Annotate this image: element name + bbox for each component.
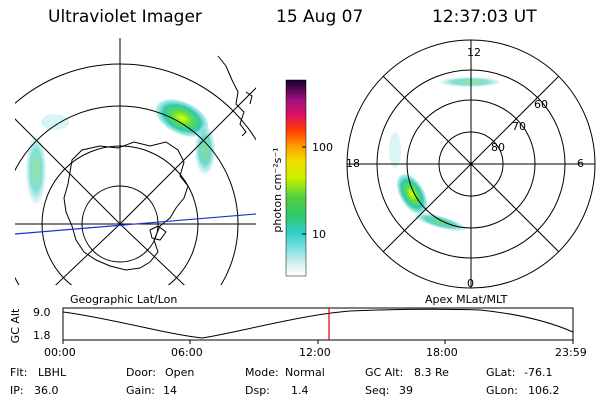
- altitude-curve: [62, 308, 574, 339]
- mlt-line: [382, 75, 560, 253]
- geographic-map: [15, 38, 256, 285]
- altitude-xtick: 12:00: [299, 346, 331, 359]
- coastline: [63, 141, 189, 271]
- aurora-emission-region: [195, 126, 215, 174]
- glon-label: GLon:: [486, 384, 518, 397]
- aurora-emission-region: [414, 213, 466, 231]
- mlat-label: 80: [491, 141, 505, 154]
- altitude-xtick: 06:00: [171, 346, 203, 359]
- gain-value: 14: [163, 384, 177, 397]
- ip-value: 36.0: [34, 384, 59, 397]
- mlat-label: 70: [512, 120, 526, 133]
- meridian-line: [55, 223, 121, 285]
- filter-label: Flt:: [10, 366, 28, 379]
- door-value: Open: [165, 366, 195, 379]
- instrument-title: Ultraviolet Imager: [48, 7, 202, 27]
- colorbar-tick-label: 100: [312, 141, 333, 154]
- aurora-emission-region: [396, 174, 428, 214]
- aurora-emission-region: [440, 77, 500, 87]
- date-label: 15 Aug 07: [276, 7, 364, 27]
- mode-value: Normal: [285, 366, 325, 379]
- altitude-ytick: 9.0: [33, 306, 51, 319]
- altitude-ylabel: GC Alt: [9, 308, 22, 344]
- glat-label: GLat:: [486, 366, 516, 379]
- colorbar-tick-label: 10: [312, 228, 326, 241]
- coastline: [245, 91, 253, 105]
- altitude-plot-frame: [62, 307, 574, 341]
- colorbar: [285, 79, 307, 277]
- door-label: Door:: [126, 366, 156, 379]
- gc-alt-value: 8.3 Re: [414, 366, 449, 379]
- dsp-value: 1.4: [291, 384, 309, 397]
- mlat-label: 60: [534, 98, 548, 111]
- mlt-label-midnight: 0: [467, 277, 474, 290]
- altitude-xtick: 23:59: [555, 346, 587, 359]
- altitude-plot: [62, 307, 574, 344]
- coastline: [217, 55, 247, 137]
- gain-label: Gain:: [126, 384, 155, 397]
- mlt-label-dawn: 6: [577, 157, 584, 170]
- coastline: [149, 225, 167, 241]
- altitude-ytick: 1.8: [33, 329, 51, 342]
- seq-value: 39: [399, 384, 413, 397]
- meridian-line: [119, 87, 256, 225]
- time-label: 12:37:03 UT: [432, 7, 537, 27]
- mlt-label-dusk: 18: [346, 157, 360, 170]
- mode-label: Mode:: [245, 366, 279, 379]
- aurora-emission-region: [26, 136, 46, 204]
- altitude-xtick: 00:00: [44, 346, 76, 359]
- filter-value: LBHL: [38, 366, 67, 379]
- colorbar-unit-label: photon cm⁻²s⁻¹: [271, 147, 284, 233]
- colorbar-scale: [285, 79, 307, 277]
- glon-value: 106.2: [528, 384, 560, 397]
- ip-label: IP:: [10, 384, 24, 397]
- meridian-line: [119, 223, 185, 285]
- altitude-xtick: 18:00: [426, 346, 458, 359]
- left-panel-caption: Geographic Lat/Lon: [70, 293, 178, 306]
- dsp-label: Dsp:: [245, 384, 270, 397]
- meridian-line: [15, 118, 121, 225]
- right-panel-caption: Apex MLat/MLT: [425, 293, 508, 306]
- aurora-emission-region: [389, 132, 401, 168]
- terminator-line: [15, 213, 256, 235]
- aurora-emission-region: [155, 99, 209, 137]
- aurora-emission-region: [41, 114, 69, 130]
- glat-value: -76.1: [524, 366, 553, 379]
- seq-label: Seq:: [365, 384, 390, 397]
- gc-alt-label: GC Alt:: [365, 366, 404, 379]
- magnetic-polar-plot: [346, 39, 596, 289]
- mlt-label-noon: 12: [467, 46, 481, 59]
